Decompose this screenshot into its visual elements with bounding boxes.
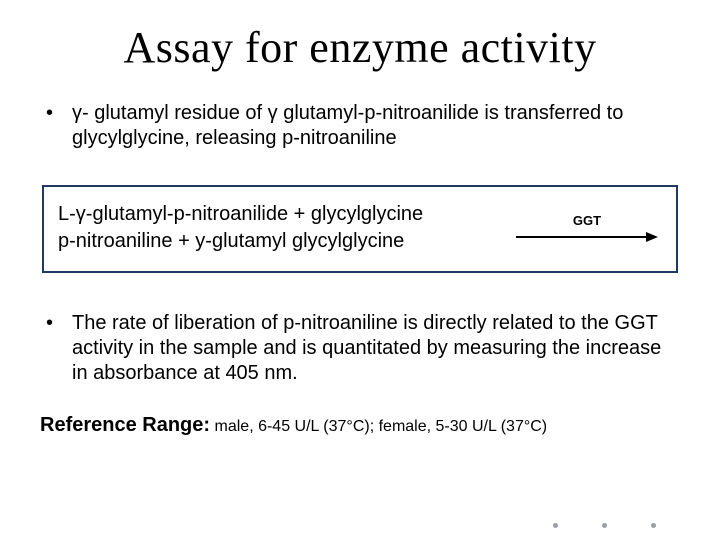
- bullet-1-text: γ- glutamyl residue of γ glutamyl-p-nitr…: [72, 101, 680, 151]
- bullet-2: • The rate of liberation of p-nitroanili…: [40, 311, 680, 386]
- reference-values: male, 6-45 U/L (37°C); female, 5-30 U/L …: [210, 418, 547, 435]
- footer-dots: [553, 523, 656, 528]
- arrow-icon: [516, 230, 658, 244]
- bullet-1: • γ- glutamyl residue of γ glutamyl-p-ni…: [40, 101, 680, 151]
- bullet-marker: •: [40, 311, 72, 386]
- slide-title: Assay for enzyme activity: [40, 22, 680, 73]
- bullet-2-text: The rate of liberation of p-nitroaniline…: [72, 311, 680, 386]
- reference-range: Reference Range: male, 6-45 U/L (37°C); …: [40, 412, 680, 438]
- reaction-arrow-group: GGT: [512, 213, 662, 244]
- reaction-box: L-γ-glutamyl-p-nitroanilide + glycylglyc…: [42, 185, 678, 273]
- reaction-line-2: p-nitroaniline + y-glutamyl glycylglycin…: [58, 228, 423, 255]
- reference-label: Reference Range:: [40, 414, 210, 436]
- dot-icon: [602, 523, 607, 528]
- bullet-marker: •: [40, 101, 72, 151]
- reaction-equation: L-γ-glutamyl-p-nitroanilide + glycylglyc…: [58, 201, 423, 255]
- enzyme-label: GGT: [573, 213, 601, 228]
- dot-icon: [651, 523, 656, 528]
- reaction-line-1: L-γ-glutamyl-p-nitroanilide + glycylglyc…: [58, 201, 423, 228]
- slide: Assay for enzyme activity • γ- glutamyl …: [0, 0, 720, 540]
- dot-icon: [553, 523, 558, 528]
